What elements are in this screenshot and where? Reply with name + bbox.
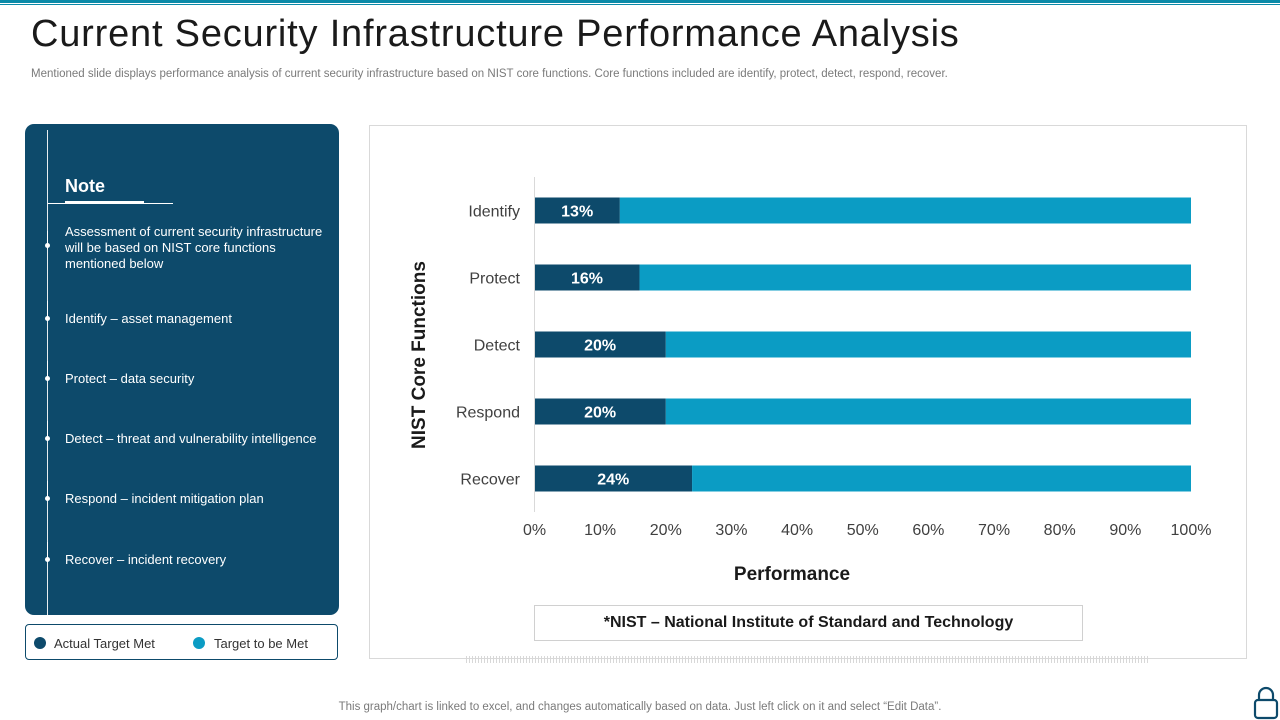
legend-dot-target <box>193 637 205 649</box>
x-tick-label: 40% <box>781 522 813 539</box>
bar-data-label: 20% <box>584 405 616 422</box>
timeline-dot <box>45 316 50 321</box>
timeline-dot <box>45 557 50 562</box>
note-item: Respond – incident mitigation plan <box>65 491 264 506</box>
bar-target[interactable] <box>665 331 1191 358</box>
x-axis-label: Performance <box>734 564 850 585</box>
legend-label-actual: Actual Target Met <box>54 636 155 651</box>
timeline-tick <box>47 231 48 249</box>
x-tick-label: 100% <box>1171 522 1212 539</box>
timeline-tick <box>47 542 48 560</box>
x-tick-label: 70% <box>978 522 1010 539</box>
note-item: Identify – asset management <box>65 311 232 326</box>
lock-icon <box>1253 686 1279 720</box>
page-title: Current Security Infrastructure Performa… <box>31 13 960 55</box>
x-tick-label: 50% <box>847 522 879 539</box>
timeline-tick <box>47 361 48 379</box>
bar-target[interactable] <box>692 465 1191 492</box>
chart-frame-hatch <box>466 656 1150 663</box>
timeline-tick <box>47 421 48 439</box>
top-accent-bar <box>0 0 1280 3</box>
timeline-tick <box>47 481 48 499</box>
note-title: Note <box>65 176 105 196</box>
x-tick-label: 20% <box>650 522 682 539</box>
timeline-dot <box>45 436 50 441</box>
x-tick-label: 10% <box>584 522 616 539</box>
y-axis-label: NIST Core Functions <box>409 261 430 449</box>
footer-note: This graph/chart is linked to excel, and… <box>338 701 942 713</box>
bar-actual[interactable] <box>534 465 693 492</box>
bar-actual[interactable] <box>534 331 666 358</box>
note-panel: Note Assessment of current security infr… <box>25 124 339 615</box>
category-label: Respond <box>456 405 520 422</box>
note-item: Recover – incident recovery <box>65 552 227 567</box>
bar-actual[interactable] <box>534 398 666 425</box>
page-subtitle: Mentioned slide displays performance ana… <box>31 68 948 80</box>
bar-data-label: 24% <box>597 472 629 489</box>
x-tick-label: 0% <box>523 522 546 539</box>
category-label: Recover <box>460 472 520 489</box>
x-tick-label: 60% <box>912 522 944 539</box>
nist-footnote: *NIST – National Institute of Standard a… <box>534 605 1083 641</box>
bar-target[interactable] <box>619 197 1191 224</box>
bar-target[interactable] <box>665 398 1191 425</box>
category-label: Protect <box>469 271 520 288</box>
bar-actual[interactable] <box>534 264 640 291</box>
legend-dot-actual <box>34 637 46 649</box>
timeline-tick <box>47 301 48 319</box>
note-title-underline-accent <box>65 201 144 204</box>
timeline-dot <box>45 496 50 501</box>
category-label: Detect <box>474 338 521 355</box>
bar-data-label: 13% <box>561 204 593 221</box>
note-item: Detect – threat and vulnerability intell… <box>65 431 317 446</box>
top-accent-line <box>0 4 1280 5</box>
x-tick-label: 30% <box>715 522 747 539</box>
chart-legend: Actual Target Met Target to be Met <box>25 624 338 660</box>
timeline-dot <box>45 376 50 381</box>
bar-data-label: 20% <box>584 338 616 355</box>
bar-actual[interactable] <box>534 197 620 224</box>
note-item: Assessment of current security infrastru… <box>65 224 323 271</box>
x-tick-label: 90% <box>1109 522 1141 539</box>
timeline-dot <box>45 243 50 248</box>
legend-label-target: Target to be Met <box>214 636 308 651</box>
bar-target[interactable] <box>639 264 1191 291</box>
category-label: Identify <box>468 204 520 221</box>
note-item: Protect – data security <box>65 371 195 386</box>
x-tick-label: 80% <box>1044 522 1076 539</box>
bar-data-label: 16% <box>571 271 603 288</box>
